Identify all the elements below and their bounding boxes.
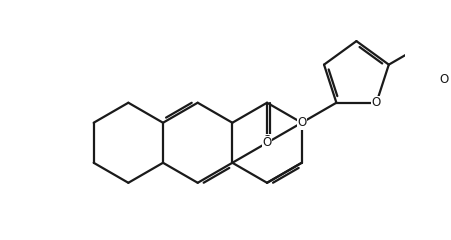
Text: O: O (439, 73, 448, 86)
Text: O: O (262, 134, 272, 147)
Text: O: O (262, 136, 272, 149)
Text: O: O (372, 96, 381, 109)
Text: O: O (297, 116, 306, 129)
